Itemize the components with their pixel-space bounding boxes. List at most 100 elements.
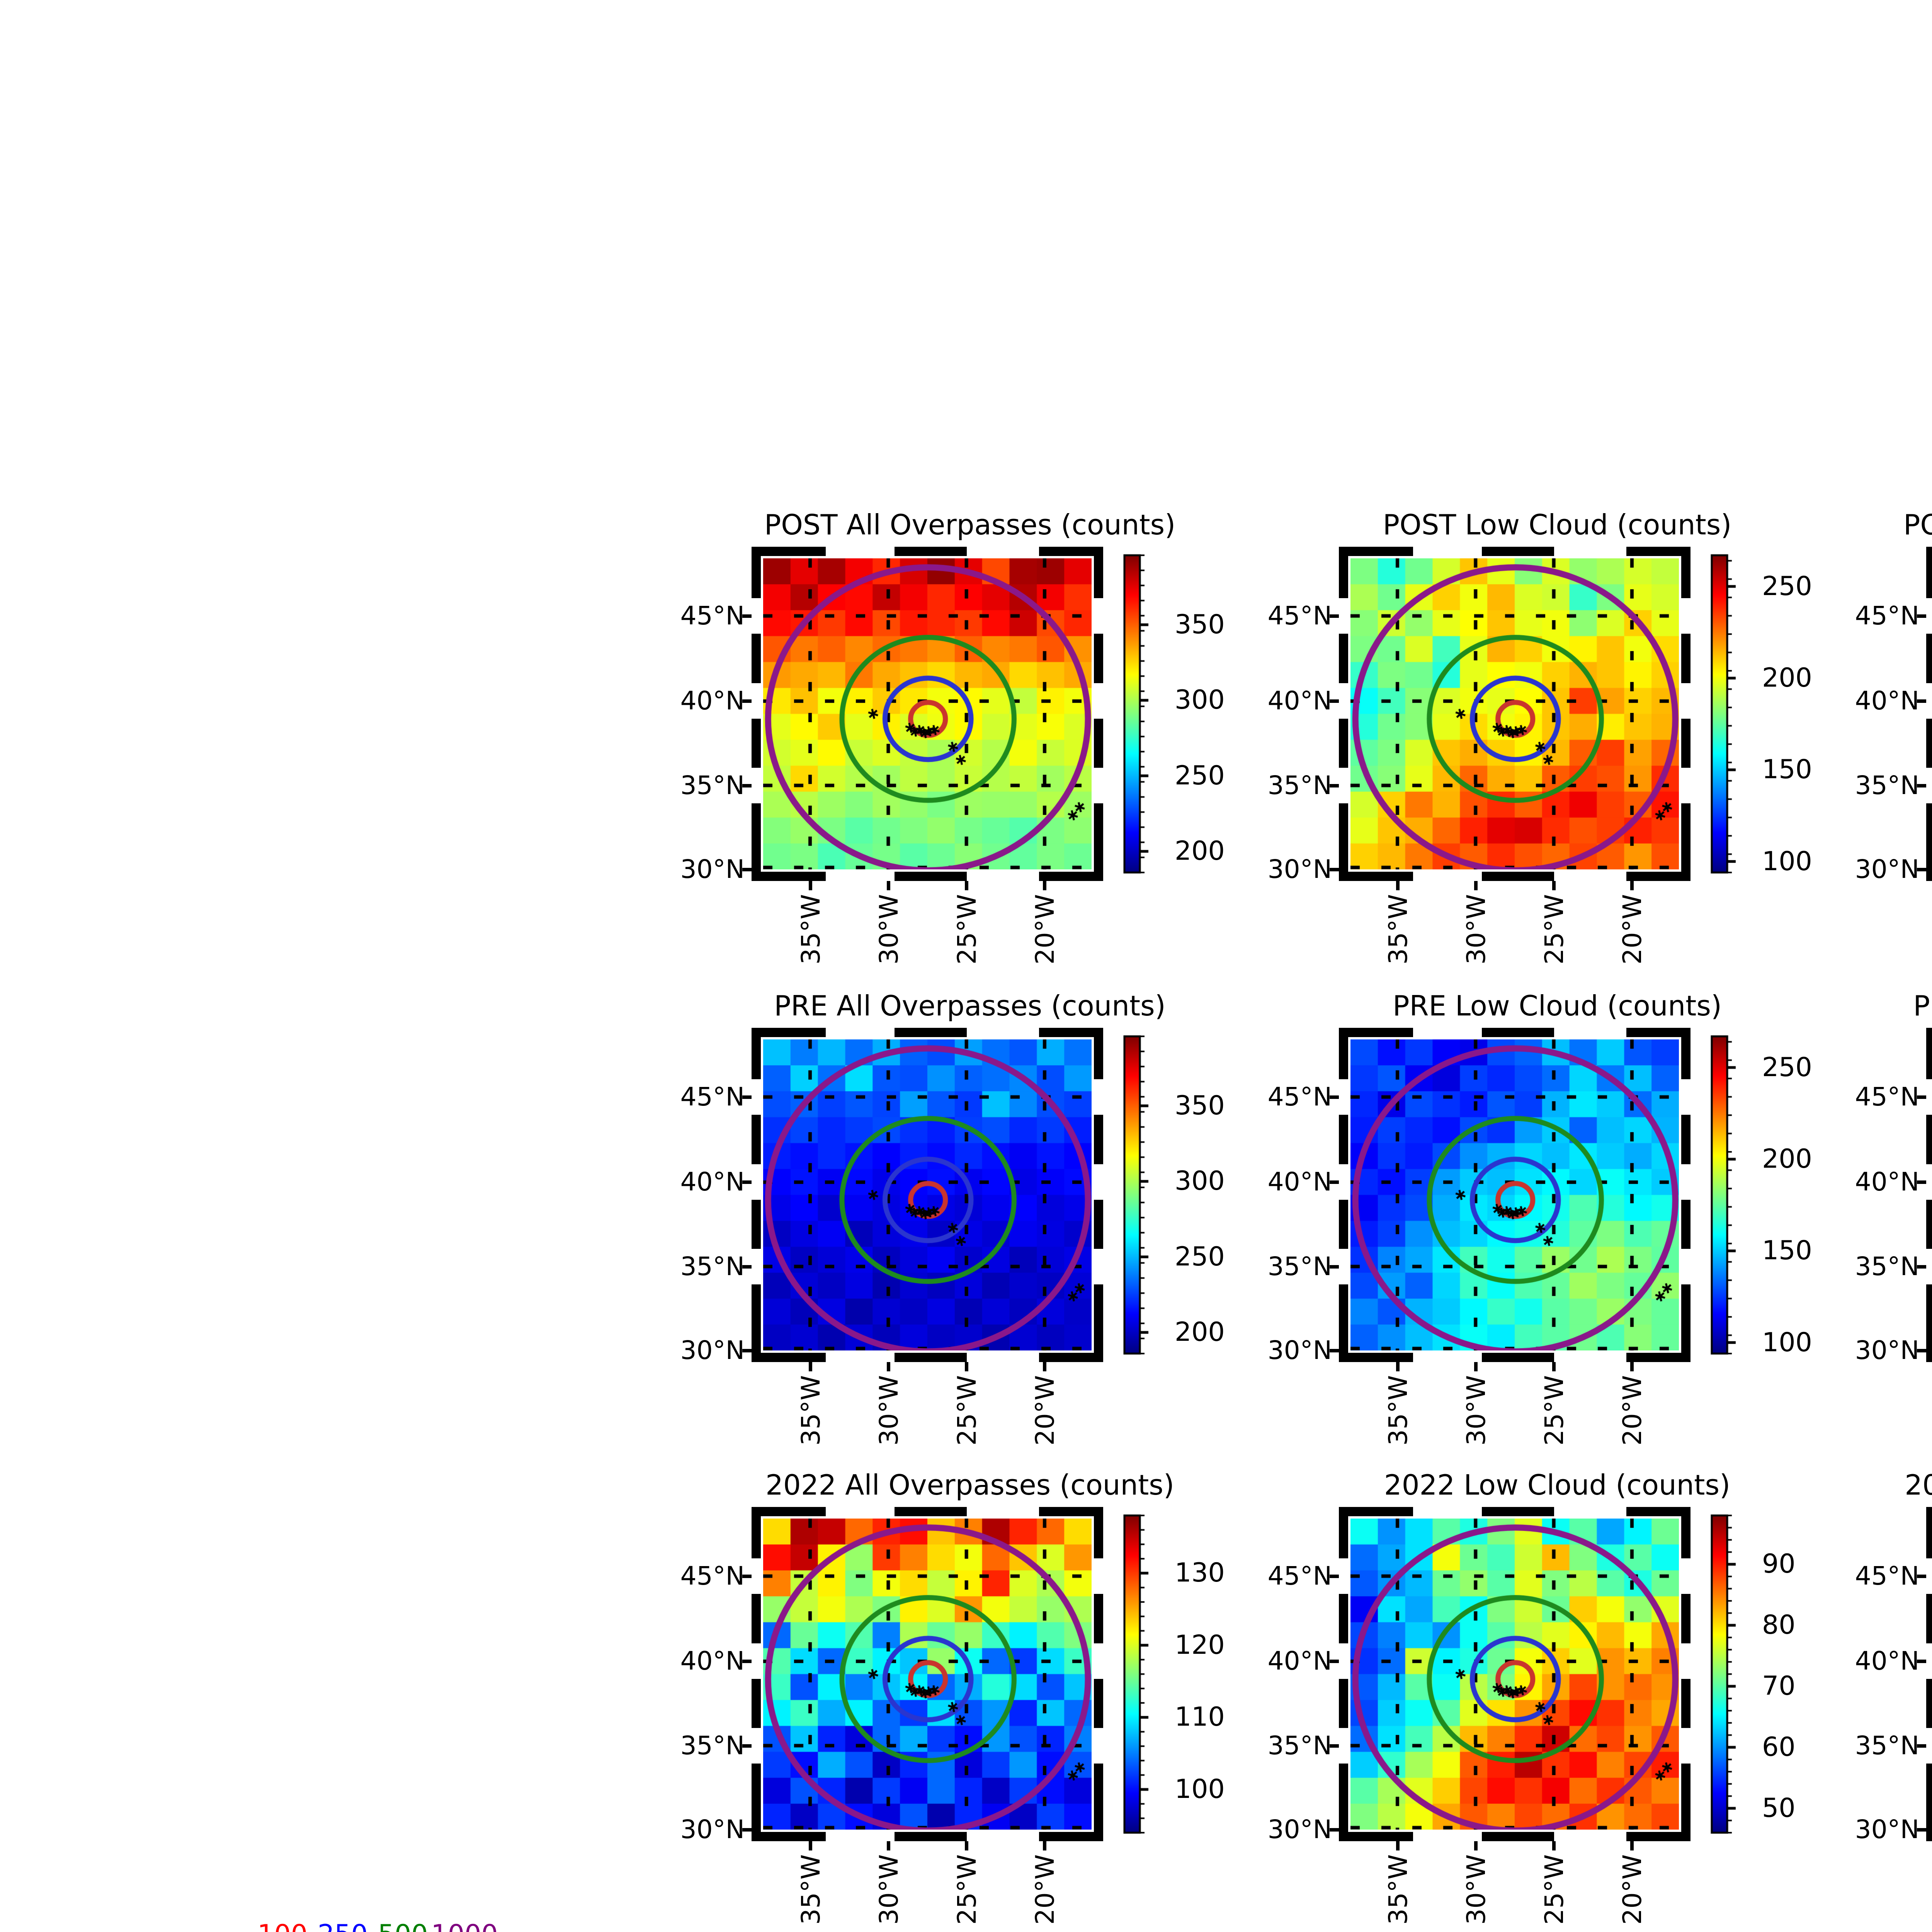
- colorbar-tick-label: 80: [1762, 1610, 1796, 1641]
- map-canvas: [1350, 1039, 1679, 1350]
- map-y-tick: [1330, 1574, 1339, 1578]
- map-y-tick: [1330, 784, 1339, 787]
- map-frame-notch: [1094, 767, 1103, 803]
- map-frame-notch: [1339, 683, 1348, 719]
- map-y-tick-label: 30°N: [680, 1335, 745, 1365]
- map-y-tick-label: 40°N: [1267, 686, 1332, 716]
- map-y-tick: [1330, 1095, 1339, 1099]
- map-x-tick: [1474, 881, 1478, 890]
- colorbar-tick-label: 90: [1762, 1549, 1796, 1580]
- colorbar-tick-label: 300: [1175, 685, 1225, 716]
- map-frame-notch: [752, 1558, 761, 1594]
- map-frame-notch: [967, 1028, 1039, 1037]
- map-y-tick-label: 35°N: [1855, 770, 1919, 800]
- map-y-tick: [1917, 1660, 1926, 1663]
- map-y-tick-label: 30°N: [1267, 1815, 1332, 1844]
- colorbar-tick-label: 110: [1175, 1702, 1225, 1733]
- map-y-tick-label: 40°N: [680, 1646, 745, 1676]
- map-y-tick-label: 40°N: [1855, 1646, 1919, 1676]
- map-x-tick: [808, 1841, 812, 1850]
- map-frame-notch: [752, 1643, 761, 1679]
- map-frame: [1339, 1507, 1690, 1841]
- map-y-tick-label: 40°N: [680, 1167, 745, 1197]
- map-frame-notch: [825, 1353, 895, 1362]
- map-x-tick: [1043, 1841, 1047, 1850]
- map-frame-notch: [1413, 1832, 1482, 1841]
- map-y-tick-label: 35°N: [680, 1730, 745, 1760]
- map-frame-notch: [967, 547, 1039, 556]
- colorbar-tick-label: 100: [1175, 1774, 1225, 1805]
- colorbar-tick-label: 150: [1762, 1235, 1812, 1266]
- map-x-tick-label: 25°W: [952, 1375, 982, 1446]
- map-canvas: [763, 1519, 1092, 1830]
- map-frame-notch: [1413, 547, 1482, 556]
- map-y-tick-label: 35°N: [1267, 1730, 1332, 1760]
- map-y-tick-label: 45°N: [1267, 600, 1332, 631]
- map-y-tick-label: 30°N: [1855, 1335, 1919, 1365]
- map-canvas: [1350, 1519, 1679, 1830]
- map-y-tick: [742, 1095, 752, 1099]
- map-x-tick: [965, 1841, 969, 1850]
- colorbar-tick-label: 120: [1175, 1629, 1225, 1660]
- map-x-tick-label: 30°W: [874, 1375, 904, 1446]
- map-frame-notch: [967, 1353, 1039, 1362]
- map-y-tick: [742, 1660, 752, 1663]
- colorbar-canvas: [1710, 1034, 1741, 1355]
- colorbar-tick-label: 250: [1762, 1052, 1812, 1083]
- panel-title: 2022 Low Cloud Fraction (percent): [1905, 1469, 1932, 1501]
- map-frame: [752, 1507, 1103, 1841]
- map-frame-notch: [1681, 1728, 1690, 1764]
- map-y-tick: [1330, 868, 1339, 871]
- map-y-tick-label: 45°N: [680, 1561, 745, 1591]
- map-frame-notch: [1339, 1728, 1348, 1764]
- map-frame-notch: [1413, 872, 1482, 881]
- map-frame-notch: [967, 872, 1039, 881]
- map-x-tick-label: 20°W: [1030, 1375, 1060, 1446]
- map-x-tick-label: 25°W: [952, 894, 982, 965]
- map-x-tick: [965, 1362, 969, 1371]
- panel-title: PRE All Overpasses (counts): [774, 990, 1166, 1022]
- map-y-tick: [1917, 1828, 1926, 1832]
- map-frame-notch: [1094, 1728, 1103, 1764]
- map-frame-notch: [1681, 1643, 1690, 1679]
- map-x-tick-label: 25°W: [952, 1854, 982, 1925]
- colorbar-tick-label: 100: [1762, 846, 1812, 877]
- map-y-tick: [742, 1574, 752, 1578]
- map-x-tick: [1043, 881, 1047, 890]
- panel-title: POST Low Cloud (counts): [1383, 509, 1732, 541]
- map-frame-notch: [1681, 767, 1690, 803]
- map-y-tick: [1917, 614, 1926, 618]
- colorbar-tick-label: 300: [1175, 1166, 1225, 1197]
- map-x-tick-label: 35°W: [796, 1854, 826, 1925]
- map-y-tick-label: 35°N: [1855, 1730, 1919, 1760]
- map-frame-notch: [825, 1507, 895, 1516]
- map-x-tick: [886, 881, 890, 890]
- colorbar-tick-label: 250: [1175, 1241, 1225, 1272]
- panel-title: PRE Low Cloud (counts): [1393, 990, 1722, 1022]
- map-y-tick-label: 45°N: [1267, 1561, 1332, 1591]
- map-y-tick: [1917, 868, 1926, 871]
- map-x-tick: [886, 1362, 890, 1371]
- map-frame-notch: [752, 598, 761, 634]
- map-y-tick-label: 45°N: [680, 1082, 745, 1112]
- map-frame-notch: [1681, 1079, 1690, 1115]
- map-x-tick: [1552, 1841, 1556, 1850]
- map-frame-notch: [1094, 683, 1103, 719]
- map-frame-notch: [1681, 1164, 1690, 1200]
- map-x-tick-label: 35°W: [1383, 1375, 1413, 1446]
- map-frame: [1339, 1028, 1690, 1362]
- map-frame-notch: [1926, 598, 1932, 634]
- map-x-tick: [1474, 1841, 1478, 1850]
- map-y-tick: [1330, 1744, 1339, 1748]
- map-x-tick: [1552, 1362, 1556, 1371]
- map-frame-notch: [1681, 1248, 1690, 1284]
- map-frame-notch: [1926, 1643, 1932, 1679]
- map-y-tick: [1330, 1180, 1339, 1184]
- map-y-tick: [1917, 1349, 1926, 1352]
- map-frame-notch: [1681, 1558, 1690, 1594]
- map-y-tick: [742, 1180, 752, 1184]
- colorbar-tick-label: 200: [1762, 662, 1812, 693]
- map-frame-notch: [1339, 1248, 1348, 1284]
- map-frame-notch: [1094, 1558, 1103, 1594]
- map-frame-notch: [1094, 598, 1103, 634]
